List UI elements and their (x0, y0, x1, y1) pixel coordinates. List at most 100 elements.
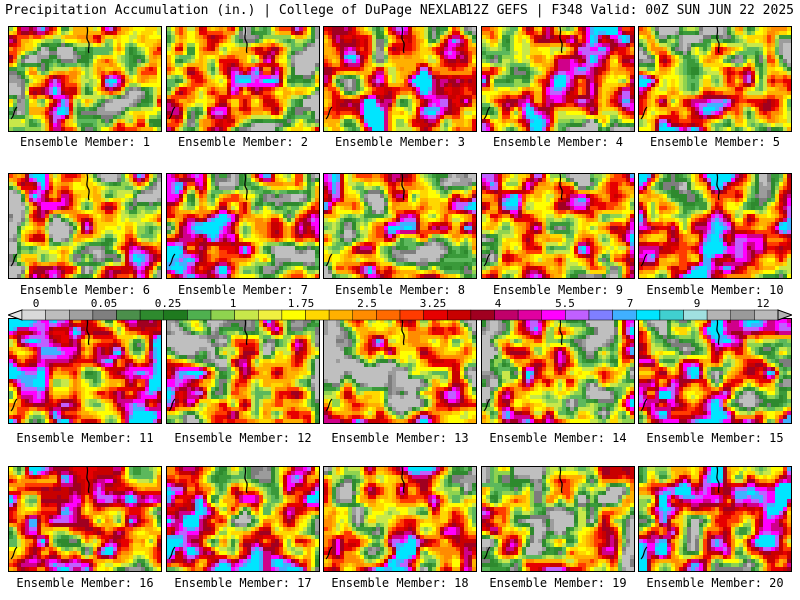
coastline-outline (483, 319, 563, 412)
colorbar-tick-label: 2.5 (357, 297, 377, 310)
precipitation-colorbar (8, 309, 792, 321)
coastline-outline (640, 27, 720, 120)
coastline-outline (325, 467, 405, 560)
colorbar-tick-label: 9 (693, 297, 701, 310)
colorbar-swatch (163, 309, 188, 321)
colorbar-tick-label: 7 (626, 297, 634, 310)
colorbar-swatch (45, 309, 70, 321)
colorbar-swatch (706, 309, 731, 321)
colorbar-swatch (423, 309, 448, 321)
colorbar-tick-label: 12 (756, 297, 770, 310)
colorbar-swatch (281, 309, 306, 321)
ensemble-panel-12 (166, 318, 320, 424)
precip-map-11 (9, 319, 161, 423)
precip-map-7 (167, 174, 319, 278)
colorbar-swatch (730, 309, 755, 321)
precip-map-4 (482, 27, 634, 131)
coastline-outline (640, 174, 720, 267)
ensemble-panel-9 (481, 173, 635, 279)
colorbar-swatch (69, 309, 94, 321)
colorbar-swatch (92, 309, 117, 321)
precip-map-6 (9, 174, 161, 278)
ensemble-panel-14 (481, 318, 635, 424)
ensemble-panel-13 (323, 318, 477, 424)
panel-label-9: Ensemble Member: 9 (492, 283, 624, 297)
panel-label-2: Ensemble Member: 2 (177, 135, 309, 149)
ensemble-panel-20 (638, 466, 792, 572)
colorbar-tick-label: 0.25 (154, 297, 182, 310)
colorbar-tick-label: 5.5 (555, 297, 575, 310)
ensemble-panel-6 (8, 173, 162, 279)
panel-label-14: Ensemble Member: 14 (489, 431, 627, 445)
ensemble-panel-8 (323, 173, 477, 279)
coastline-outline (325, 174, 405, 267)
precip-map-9 (482, 174, 634, 278)
colorbar-swatch (447, 309, 472, 321)
ensemble-panel-19 (481, 466, 635, 572)
colorbar-tick-label: 4 (494, 297, 502, 310)
ensemble-panel-7 (166, 173, 320, 279)
precip-map-3 (324, 27, 476, 131)
coastline-outline (483, 467, 563, 560)
colorbar-min-arrow (8, 309, 23, 321)
panel-label-19: Ensemble Member: 19 (489, 576, 627, 590)
colorbar-swatch (470, 309, 495, 321)
panel-label-6: Ensemble Member: 6 (19, 283, 151, 297)
coastline-outline (640, 467, 720, 560)
precip-map-17 (167, 467, 319, 571)
ensemble-panel-5 (638, 26, 792, 132)
panel-label-5: Ensemble Member: 5 (649, 135, 781, 149)
colorbar-tick-labels: 0 0.05 0.25 1 1.75 2.5 3.25 4 5.5 7 9 12 (0, 297, 800, 311)
colorbar-swatch (187, 309, 212, 321)
colorbar-max-arrow (777, 309, 792, 321)
panel-label-12: Ensemble Member: 12 (174, 431, 312, 445)
panel-label-10: Ensemble Member: 10 (646, 283, 784, 297)
ensemble-panel-15 (638, 318, 792, 424)
panel-label-1: Ensemble Member: 1 (19, 135, 151, 149)
panel-label-16: Ensemble Member: 16 (16, 576, 154, 590)
colorbar-tick-label: 3.25 (419, 297, 447, 310)
colorbar-swatch (588, 309, 613, 321)
coastline-outline (168, 467, 248, 560)
colorbar-swatch (517, 309, 542, 321)
run-valid-time: 12Z GEFS | F348 Valid: 00Z SUN JUN 22 20… (465, 3, 794, 18)
colorbar-swatch (352, 309, 377, 321)
colorbar-swatch (328, 309, 353, 321)
precip-map-19 (482, 467, 634, 571)
panel-label-11: Ensemble Member: 11 (16, 431, 154, 445)
coastline-outline (325, 319, 405, 412)
precip-map-5 (639, 27, 791, 131)
precip-map-15 (639, 319, 791, 423)
colorbar-swatch (754, 309, 779, 321)
colorbar-swatch (565, 309, 590, 321)
map-title: Precipitation Accumulation (in.) | Colle… (5, 3, 467, 18)
precip-map-8 (324, 174, 476, 278)
coastline-outline (10, 27, 90, 120)
colorbar-tick-label: 1 (229, 297, 237, 310)
ensemble-panel-10 (638, 173, 792, 279)
coastline-outline (325, 27, 405, 120)
panel-label-3: Ensemble Member: 3 (334, 135, 466, 149)
ensemble-panel-3 (323, 26, 477, 132)
panel-label-8: Ensemble Member: 8 (334, 283, 466, 297)
ensemble-panel-2 (166, 26, 320, 132)
precip-map-2 (167, 27, 319, 131)
ensemble-panel-18 (323, 466, 477, 572)
colorbar-tick-label: 0 (32, 297, 40, 310)
colorbar-swatch (659, 309, 684, 321)
panel-label-7: Ensemble Member: 7 (177, 283, 309, 297)
panel-label-17: Ensemble Member: 17 (174, 576, 312, 590)
ensemble-panel-17 (166, 466, 320, 572)
coastline-outline (168, 27, 248, 120)
panel-label-20: Ensemble Member: 20 (646, 576, 784, 590)
colorbar-swatch (116, 309, 141, 321)
colorbar-swatch (21, 309, 46, 321)
colorbar-swatch (399, 309, 424, 321)
colorbar-tick-label: 1.75 (287, 297, 315, 310)
precip-map-18 (324, 467, 476, 571)
coastline-outline (168, 319, 248, 412)
precip-map-1 (9, 27, 161, 131)
colorbar-swatch (139, 309, 164, 321)
coastline-outline (10, 174, 90, 267)
coastline-outline (168, 174, 248, 267)
